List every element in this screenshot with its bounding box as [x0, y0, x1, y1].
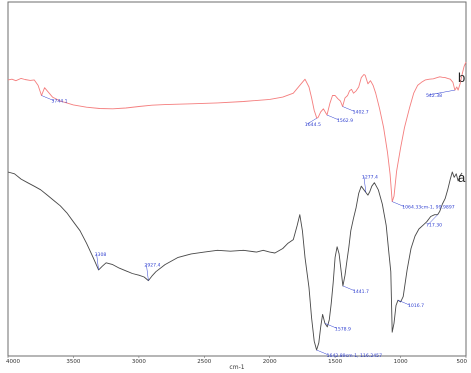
peak-label: 1642.89cm-1, 116.2457 — [327, 353, 382, 359]
peak-marker-b-1 — [306, 117, 317, 125]
peak-label: 1644.5 — [305, 122, 321, 128]
x-tick-label: 500 — [457, 359, 468, 365]
peak-label: 1562.9 — [337, 118, 353, 124]
peak-label: 1277.4 — [362, 175, 378, 181]
series-line-a — [7, 171, 463, 351]
peak-marker-b-3 — [342, 106, 355, 112]
x-tick-labels: 4000 3500 3000 2500 2000 1500 1000 500 — [6, 356, 467, 365]
peak-label: 1578.9 — [335, 326, 351, 332]
peak-marker-b-0 — [41, 95, 54, 101]
x-tick-label: 1000 — [394, 359, 408, 365]
peak-marker-a-12 — [397, 299, 411, 306]
peak-label: 542.38 — [426, 93, 442, 99]
peak-marker-b-5 — [427, 89, 455, 96]
x-tick-label: 2500 — [197, 359, 211, 365]
x-tick-label: 4000 — [6, 359, 20, 365]
peak-marker-b-4 — [392, 201, 405, 207]
peak-marker-a-9 — [324, 323, 337, 329]
x-tick-label: 2000 — [263, 359, 277, 365]
peak-marker-a-8 — [316, 349, 329, 356]
peak-label: 2927.4 — [144, 263, 160, 269]
x-axis-title: cm-1 — [229, 364, 244, 371]
peak-label: 717.30 — [426, 223, 442, 229]
peak-label: 3308 — [95, 252, 107, 258]
peak-label: 1064.33cm-1, 99.9897 — [402, 205, 455, 211]
peak-label: 1402.7 — [353, 110, 369, 116]
peak-label: 3744.1 — [52, 99, 68, 105]
peak-marker-a-13 — [427, 214, 438, 225]
x-tick-label: 1500 — [328, 359, 342, 365]
series-label-a: a — [458, 170, 466, 185]
peak-label: 1016.7 — [408, 303, 424, 309]
peak-marker-a-11 — [363, 176, 367, 193]
series-layer: ba — [7, 61, 467, 351]
series-line-b — [7, 61, 467, 203]
peak-marker-a-10 — [342, 285, 355, 292]
peak-marker-a-6 — [96, 253, 99, 270]
peak-marker-b-2 — [326, 114, 340, 121]
x-tick-label: 3500 — [66, 359, 80, 365]
x-tick-label: 3000 — [132, 359, 146, 365]
plot-frame — [7, 1, 467, 357]
peak-label: 1441.7 — [353, 289, 369, 295]
peak-marker-a-7 — [146, 264, 149, 281]
series-label-b: b — [458, 70, 465, 85]
